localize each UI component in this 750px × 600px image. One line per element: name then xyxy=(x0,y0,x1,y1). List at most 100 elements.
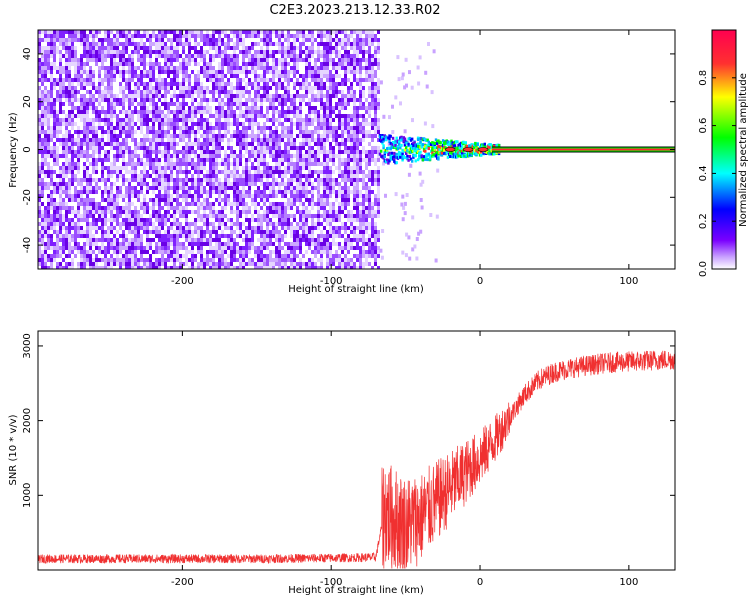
heat-cell xyxy=(293,154,296,158)
heat-cell xyxy=(233,50,236,54)
heat-cell xyxy=(86,210,89,214)
heat-cell xyxy=(77,134,80,138)
heat-cell xyxy=(65,94,68,98)
heat-cell xyxy=(68,246,71,250)
heat-cell xyxy=(221,182,224,186)
heat-cell xyxy=(206,86,209,90)
heat-cell xyxy=(236,186,239,190)
heat-cell xyxy=(122,234,125,238)
heat-cell xyxy=(248,46,251,50)
heat-cell xyxy=(86,98,89,102)
heat-cell xyxy=(59,102,62,106)
heat-cell xyxy=(272,190,275,194)
heat-cell xyxy=(38,30,41,34)
heat-cell xyxy=(47,218,50,222)
heat-cell xyxy=(335,178,338,182)
heat-cell xyxy=(122,198,125,202)
heat-cell xyxy=(278,210,281,214)
heat-cell xyxy=(209,78,212,82)
heat-cell xyxy=(98,94,101,98)
heat-cell xyxy=(185,62,188,66)
heat-cell xyxy=(215,190,218,194)
heat-cell xyxy=(41,250,44,254)
heat-cell xyxy=(194,98,197,102)
heat-cell xyxy=(338,166,341,170)
heat-cell xyxy=(305,190,308,194)
heat-cell xyxy=(320,194,323,198)
heat-cell xyxy=(176,202,179,206)
heat-cell xyxy=(251,166,254,170)
heat-cell xyxy=(95,210,98,214)
heat-cell xyxy=(287,54,290,58)
heat-cell xyxy=(167,154,170,158)
heat-cell xyxy=(53,170,56,174)
heat-cell xyxy=(206,150,209,154)
heat-cell xyxy=(83,266,86,269)
heat-cell xyxy=(143,102,146,106)
heat-cell xyxy=(128,230,131,234)
heat-cell xyxy=(164,218,167,222)
heat-cell xyxy=(278,110,281,114)
heat-cell xyxy=(206,50,209,54)
heat-cell xyxy=(146,226,149,230)
heat-cell xyxy=(104,50,107,54)
heat-cell xyxy=(71,114,74,118)
heat-cell xyxy=(98,142,101,146)
heat-cell xyxy=(80,138,83,142)
heat-cell xyxy=(326,98,329,102)
heat-cell xyxy=(197,122,200,126)
heat-cell xyxy=(266,230,269,234)
heat-cell xyxy=(203,122,206,126)
heat-cell xyxy=(164,134,167,138)
heat-cell xyxy=(236,34,239,38)
heat-cell xyxy=(95,242,98,246)
heat-cell xyxy=(131,58,134,62)
heat-cell xyxy=(116,214,119,218)
heat-cell xyxy=(302,58,305,62)
heat-cell xyxy=(62,214,65,218)
heat-cell xyxy=(212,34,215,38)
heat-cell xyxy=(278,74,281,78)
heat-cell xyxy=(38,118,41,122)
heat-cell xyxy=(269,78,272,82)
heat-cell xyxy=(173,82,176,86)
heat-cell xyxy=(158,98,161,102)
heat-cell xyxy=(164,130,167,134)
heat-cell xyxy=(44,258,47,262)
heat-cell xyxy=(338,118,341,122)
heat-cell xyxy=(140,62,143,66)
heat-cell xyxy=(350,82,353,86)
heat-cell xyxy=(110,42,113,46)
heat-cell xyxy=(131,254,134,258)
heat-cell xyxy=(149,246,152,250)
heat-cell xyxy=(47,38,50,42)
heat-cell xyxy=(194,194,197,198)
heat-cell xyxy=(188,30,191,34)
heat-cell xyxy=(155,118,158,122)
heat-cell xyxy=(158,166,161,170)
heat-cell xyxy=(284,266,287,269)
heat-cell xyxy=(113,250,116,254)
heat-cell xyxy=(314,202,317,206)
heat-cell xyxy=(236,78,239,82)
heat-cell xyxy=(194,238,197,242)
heat-cell xyxy=(191,266,194,269)
heat-cell xyxy=(158,146,161,150)
heat-cell xyxy=(38,74,41,78)
heat-cell xyxy=(68,218,71,222)
heat-cell xyxy=(155,202,158,206)
heat-cell xyxy=(251,106,254,110)
heat-cell xyxy=(209,70,212,74)
heat-cell xyxy=(284,214,287,218)
heat-cell xyxy=(185,222,188,226)
heat-cell xyxy=(77,106,80,110)
heat-cell xyxy=(53,82,56,86)
heat-cell xyxy=(293,46,296,50)
heat-cell xyxy=(347,234,350,238)
heat-cell xyxy=(140,146,143,150)
heat-cell xyxy=(50,178,53,182)
heat-cell xyxy=(110,78,113,82)
heat-cell xyxy=(332,62,335,66)
heat-cell xyxy=(257,170,260,174)
heat-cell xyxy=(110,258,113,262)
